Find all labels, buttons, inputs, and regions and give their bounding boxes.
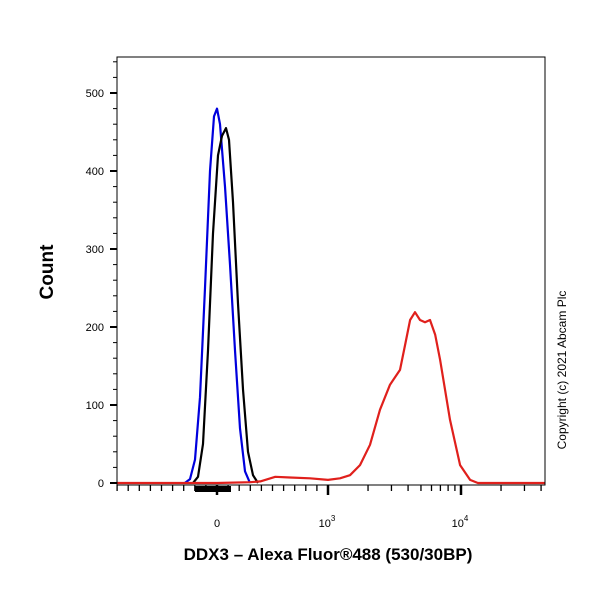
series-line-0 — [184, 107, 252, 484]
y-tick-label: 0 — [98, 478, 104, 490]
y-tick-label: 500 — [86, 88, 104, 100]
series-group — [117, 107, 545, 485]
plot-frame — [116, 56, 546, 486]
series-line-1 — [192, 127, 259, 484]
x-tick-cluster — [195, 486, 231, 492]
x-axis-label: DDX3 – Alexa Fluor®488 (530/30BP) — [184, 545, 473, 564]
series-line-2 — [117, 311, 545, 485]
axes: 0 100 200 300 400 500 — [86, 61, 542, 495]
y-tick-label: 200 — [86, 322, 104, 334]
y-tick-label: 100 — [86, 400, 104, 412]
x-tick-label-10000: 104 — [452, 514, 469, 530]
x-tick-label-0: 0 — [214, 518, 220, 530]
y-tick-label: 300 — [86, 244, 104, 256]
copyright-annotation: Copyright (c) 2021 Abcam Plc — [555, 291, 569, 450]
y-tick-label: 400 — [86, 166, 104, 178]
x-tick-label-1000: 103 — [319, 514, 336, 530]
y-axis-label: Count — [37, 244, 58, 300]
